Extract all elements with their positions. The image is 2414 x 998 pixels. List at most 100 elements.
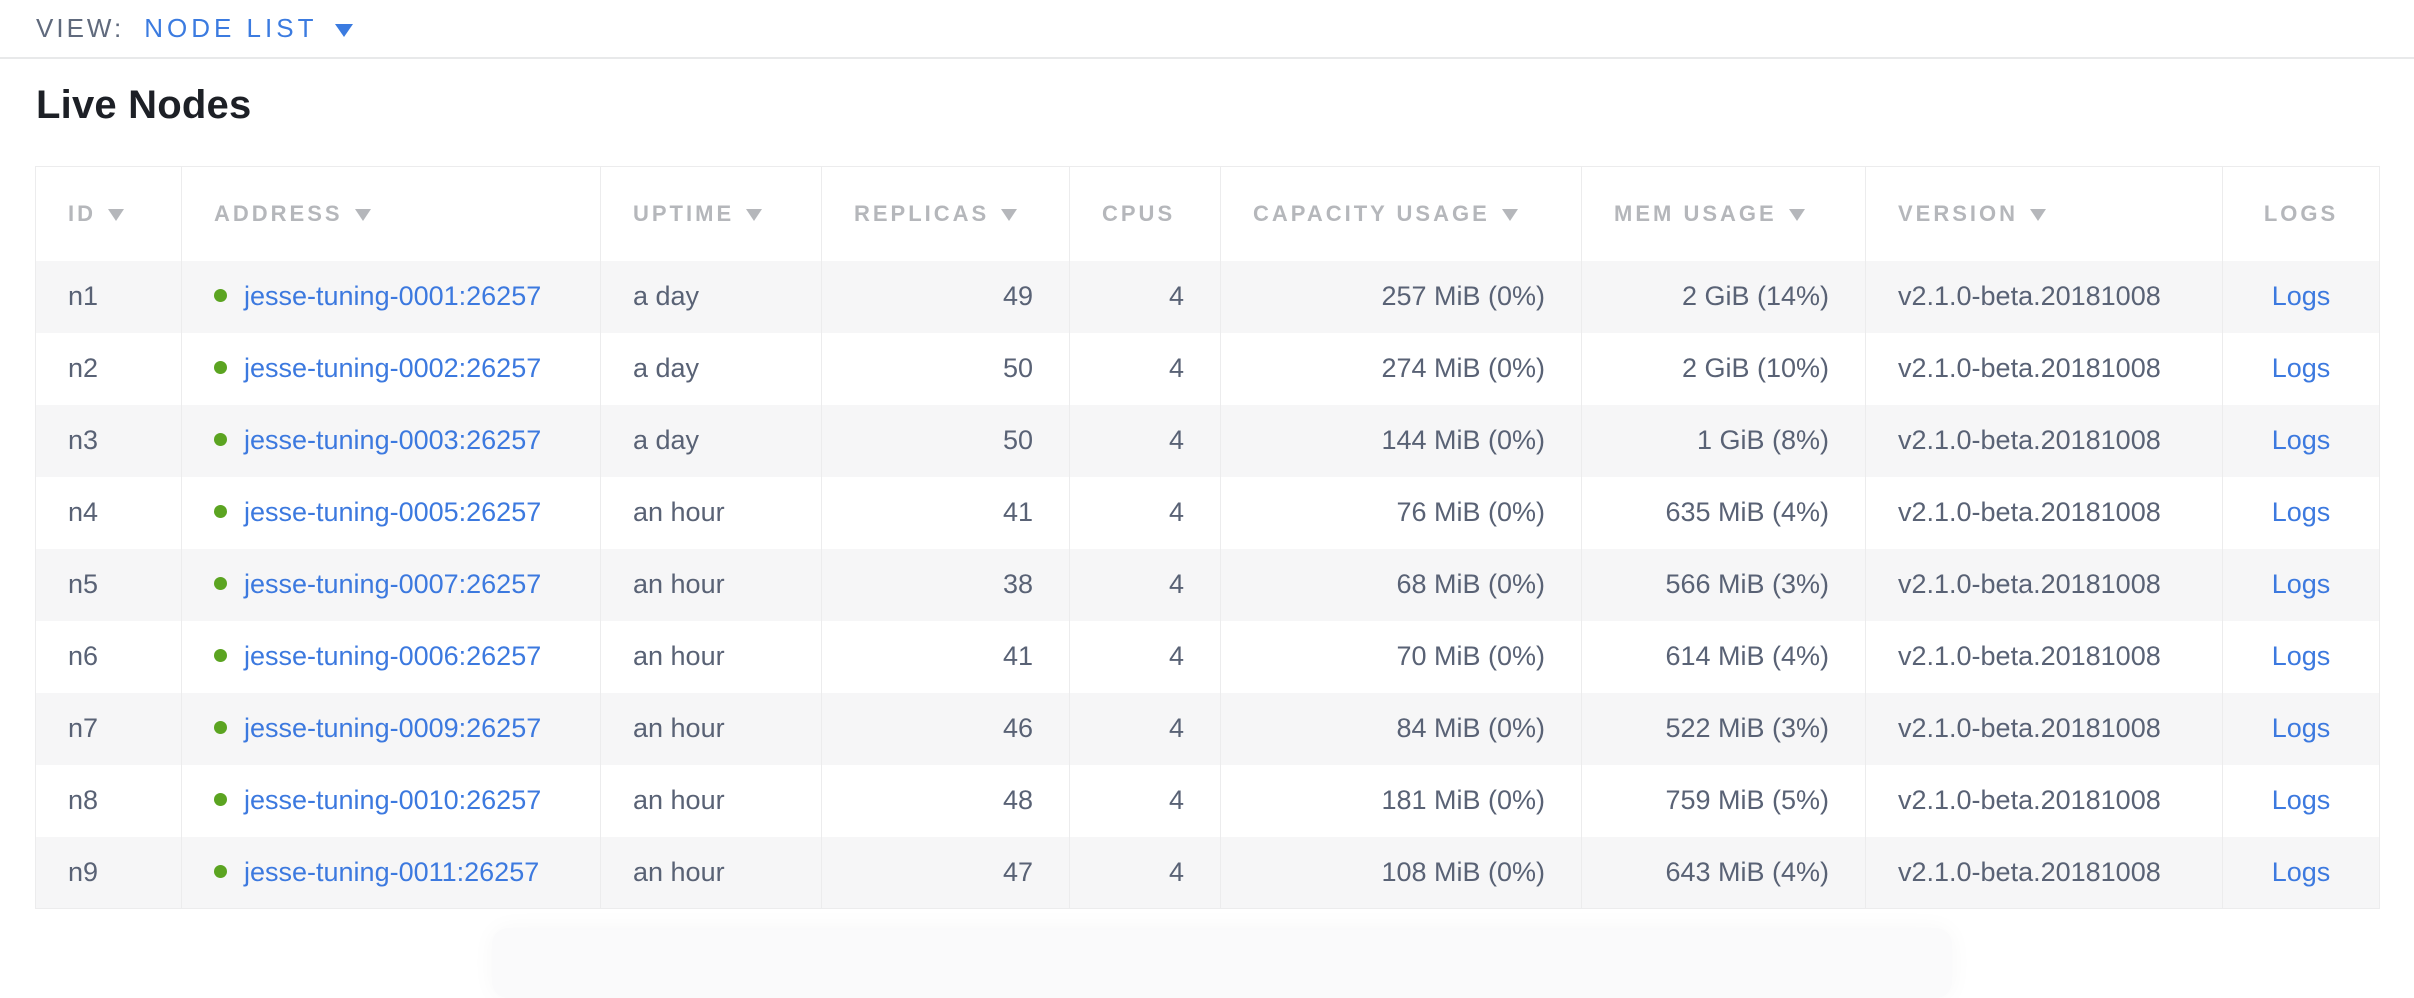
cell-address: jesse-tuning-0007:26257 <box>181 548 601 621</box>
cell-capacity: 144 MiB (0%) <box>1220 404 1582 477</box>
cell-logs: Logs <box>2223 621 2380 693</box>
cell-logs: Logs <box>2223 765 2380 837</box>
node-address-link[interactable]: jesse-tuning-0010:26257 <box>244 785 542 815</box>
cell-uptime: a day <box>600 332 822 405</box>
cell-cpus: 4 <box>1069 332 1221 405</box>
node-live-status-dot-icon <box>214 577 227 591</box>
cell-logs: Logs <box>2223 261 2380 333</box>
cell-id: n4 <box>35 476 182 549</box>
node-address-link[interactable]: jesse-tuning-0006:26257 <box>244 641 542 671</box>
column-header-capacity[interactable]: CAPACITY USAGE <box>1220 166 1582 261</box>
cell-capacity: 76 MiB (0%) <box>1220 476 1582 549</box>
cell-cpus: 4 <box>1069 620 1221 693</box>
cell-cpus: 4 <box>1069 260 1221 333</box>
cell-address: jesse-tuning-0011:26257 <box>181 836 601 909</box>
cell-version: v2.1.0-beta.20181008 <box>1865 260 2223 333</box>
cell-logs: Logs <box>2223 405 2380 477</box>
node-logs-link[interactable]: Logs <box>2271 641 2331 671</box>
view-selector-dropdown[interactable]: NODE LIST <box>144 13 354 44</box>
cell-cpus: 4 <box>1069 476 1221 549</box>
cell-id: n9 <box>35 836 182 909</box>
cell-capacity: 68 MiB (0%) <box>1220 548 1582 621</box>
node-logs-link[interactable]: Logs <box>2271 785 2331 815</box>
node-logs-link[interactable]: Logs <box>2271 425 2331 455</box>
cell-replicas: 46 <box>821 692 1070 765</box>
cell-uptime: an hour <box>600 692 822 765</box>
node-logs-link[interactable]: Logs <box>2271 353 2331 383</box>
node-address-link[interactable]: jesse-tuning-0005:26257 <box>244 497 542 527</box>
table-row: n6 jesse-tuning-0006:26257 an hour 41 4 70 Mi… <box>35 620 2380 693</box>
cell-id: n1 <box>35 260 182 333</box>
node-address-link[interactable]: jesse-tuning-0009:26257 <box>244 713 542 743</box>
node-live-status-dot-icon <box>214 865 227 879</box>
node-logs-link[interactable]: Logs <box>2271 281 2331 311</box>
cell-cpus: 4 <box>1069 548 1221 621</box>
cell-version: v2.1.0-beta.20181008 <box>1865 692 2223 765</box>
cell-uptime: an hour <box>600 764 822 837</box>
cell-replicas: 50 <box>821 404 1070 477</box>
cell-uptime: an hour <box>600 620 822 693</box>
page-title: Live Nodes <box>36 83 252 127</box>
cell-uptime: an hour <box>600 548 822 621</box>
cell-address: jesse-tuning-0005:26257 <box>181 476 601 549</box>
column-header-address[interactable]: ADDRESS <box>181 166 601 261</box>
cell-id: n5 <box>35 548 182 621</box>
node-address-link[interactable]: jesse-tuning-0003:26257 <box>244 425 542 455</box>
sort-desc-icon <box>1501 208 1518 221</box>
sort-desc-icon <box>2030 208 2047 221</box>
live-nodes-table: ID ADDRESS UPTIME REPLICAS CPUS CAPACITY USAG… <box>35 166 2380 909</box>
cell-capacity: 84 MiB (0%) <box>1220 692 1582 765</box>
table-row: n4 jesse-tuning-0005:26257 an hour 41 4 76 Mi… <box>35 476 2380 549</box>
column-header-uptime[interactable]: UPTIME <box>600 166 822 261</box>
cell-version: v2.1.0-beta.20181008 <box>1865 620 2223 693</box>
column-header-label: UPTIME <box>633 200 735 226</box>
node-live-status-dot-icon <box>214 289 227 303</box>
cell-replicas: 41 <box>821 476 1070 549</box>
sort-desc-icon <box>108 208 124 221</box>
node-logs-link[interactable]: Logs <box>2271 713 2331 743</box>
table-row: n1 jesse-tuning-0001:26257 a day 49 4 257 MiB… <box>35 260 2380 333</box>
column-header-logs: LOGS <box>2222 166 2380 261</box>
view-selected-value[interactable]: NODE LIST <box>144 13 318 43</box>
column-header-id[interactable]: ID <box>35 166 182 261</box>
cell-cpus: 4 <box>1069 692 1221 765</box>
node-logs-link[interactable]: Logs <box>2271 569 2331 599</box>
column-header-replicas[interactable]: REPLICAS <box>821 166 1070 261</box>
column-header-label: CPUS <box>1102 200 1176 226</box>
node-address-link[interactable]: jesse-tuning-0011:26257 <box>244 856 540 887</box>
cell-capacity: 70 MiB (0%) <box>1220 620 1582 693</box>
cell-uptime: a day <box>600 404 822 477</box>
node-address-link[interactable]: jesse-tuning-0007:26257 <box>244 569 542 599</box>
cell-version: v2.1.0-beta.20181008 <box>1865 764 2223 837</box>
cell-id: n3 <box>35 404 182 477</box>
node-logs-link[interactable]: Logs <box>2271 497 2331 527</box>
cell-capacity: 108 MiB (0%) <box>1220 836 1582 909</box>
cell-address: jesse-tuning-0010:26257 <box>181 764 601 837</box>
live-nodes-table-container: ID ADDRESS UPTIME REPLICAS CPUS CAPACITY USAG… <box>35 166 2414 909</box>
node-live-status-dot-icon <box>214 721 227 735</box>
sort-desc-icon <box>1001 208 1018 221</box>
node-address-link[interactable]: jesse-tuning-0002:26257 <box>244 353 542 383</box>
cell-address: jesse-tuning-0002:26257 <box>181 332 601 405</box>
cell-id: n2 <box>35 332 182 405</box>
cell-address: jesse-tuning-0003:26257 <box>181 404 601 477</box>
cell-uptime: an hour <box>600 836 822 909</box>
table-header-row: ID ADDRESS UPTIME REPLICAS CPUS CAPACITY USAG… <box>35 166 2380 261</box>
cell-version: v2.1.0-beta.20181008 <box>1865 836 2223 909</box>
column-header-cpus: CPUS <box>1069 166 1221 261</box>
cell-replicas: 41 <box>821 620 1070 693</box>
view-label: VIEW: <box>36 13 125 43</box>
cell-version: v2.1.0-beta.20181008 <box>1865 404 2223 477</box>
node-logs-link[interactable]: Logs <box>2271 856 2331 887</box>
column-header-mem[interactable]: MEM USAGE <box>1581 166 1866 261</box>
column-header-version[interactable]: VERSION <box>1865 166 2223 261</box>
node-address-link[interactable]: jesse-tuning-0001:26257 <box>244 281 542 311</box>
sort-desc-icon <box>746 208 763 221</box>
node-live-status-dot-icon <box>214 361 227 375</box>
cell-mem: 643 MiB (4%) <box>1581 836 1866 909</box>
cell-mem: 522 MiB (3%) <box>1581 692 1866 765</box>
column-header-label: REPLICAS <box>854 200 990 226</box>
cell-replicas: 50 <box>821 332 1070 405</box>
cell-mem: 614 MiB (4%) <box>1581 620 1866 693</box>
table-row: n2 jesse-tuning-0002:26257 a day 50 4 274 MiB… <box>35 332 2380 405</box>
